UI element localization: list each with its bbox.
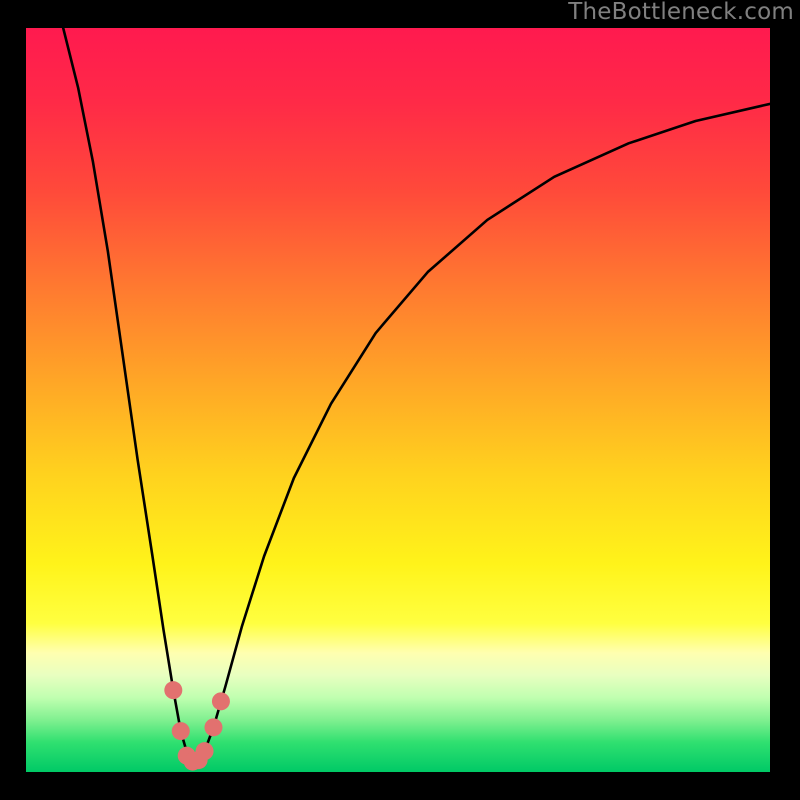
bottleneck-curve [63, 28, 770, 763]
chart-frame: TheBottleneck.com [0, 0, 800, 800]
highlight-marker [212, 692, 230, 710]
highlight-marker [164, 681, 182, 699]
watermark-text: TheBottleneck.com [568, 0, 794, 25]
curve-layer [26, 28, 770, 772]
highlight-marker [172, 722, 190, 740]
highlight-marker [196, 742, 214, 760]
plot-area [26, 28, 770, 772]
highlight-marker [204, 718, 222, 736]
